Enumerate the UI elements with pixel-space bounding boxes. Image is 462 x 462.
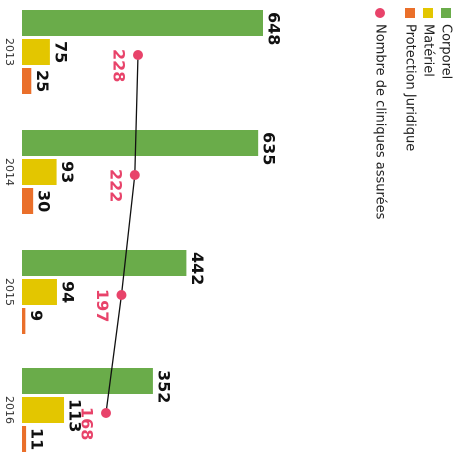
bar — [22, 159, 57, 185]
clinic-label: 222 — [106, 169, 125, 202]
value-label: 442 — [188, 252, 207, 285]
bar — [22, 68, 32, 94]
legend-label: Matériel — [421, 24, 436, 77]
legend-label: Corporel — [439, 24, 454, 79]
clinic-label: 168 — [78, 407, 97, 440]
value-label: 75 — [51, 41, 70, 63]
value-label: 94 — [58, 281, 77, 303]
line-point — [101, 408, 111, 418]
bar — [22, 397, 65, 423]
value-label: 635 — [260, 132, 279, 165]
clinic-label: 197 — [93, 289, 112, 322]
value-label: 113 — [66, 399, 85, 432]
legend-swatch — [375, 8, 385, 18]
bar — [22, 426, 27, 452]
line-point — [129, 170, 140, 180]
bar — [22, 250, 187, 276]
legend-label: Nombre de cliniques assurées — [373, 24, 388, 220]
bar — [22, 10, 263, 36]
year-label: 2014 — [3, 158, 16, 186]
legend-swatch — [405, 8, 415, 18]
value-label: 25 — [33, 70, 52, 92]
bar — [22, 368, 153, 394]
bar — [22, 130, 259, 156]
legend-swatch — [423, 8, 433, 18]
line-point — [116, 290, 127, 300]
year-label: 2016 — [3, 396, 16, 424]
value-label: 648 — [265, 12, 284, 45]
bar — [22, 39, 50, 65]
bar — [22, 308, 26, 334]
value-label: 9 — [27, 310, 46, 321]
legend-swatch — [441, 8, 451, 18]
year-label: 2013 — [3, 38, 16, 66]
clinic-label: 228 — [110, 49, 129, 82]
value-label: 30 — [35, 190, 54, 212]
bar — [22, 188, 34, 214]
value-label: 11 — [28, 428, 47, 450]
legend-label: Protection Juridique — [403, 24, 418, 151]
bar — [22, 279, 57, 305]
value-label: 352 — [154, 370, 173, 403]
line — [105, 54, 139, 414]
year-label: 2015 — [3, 278, 16, 306]
line-point — [133, 50, 143, 60]
value-label: 93 — [58, 161, 77, 183]
